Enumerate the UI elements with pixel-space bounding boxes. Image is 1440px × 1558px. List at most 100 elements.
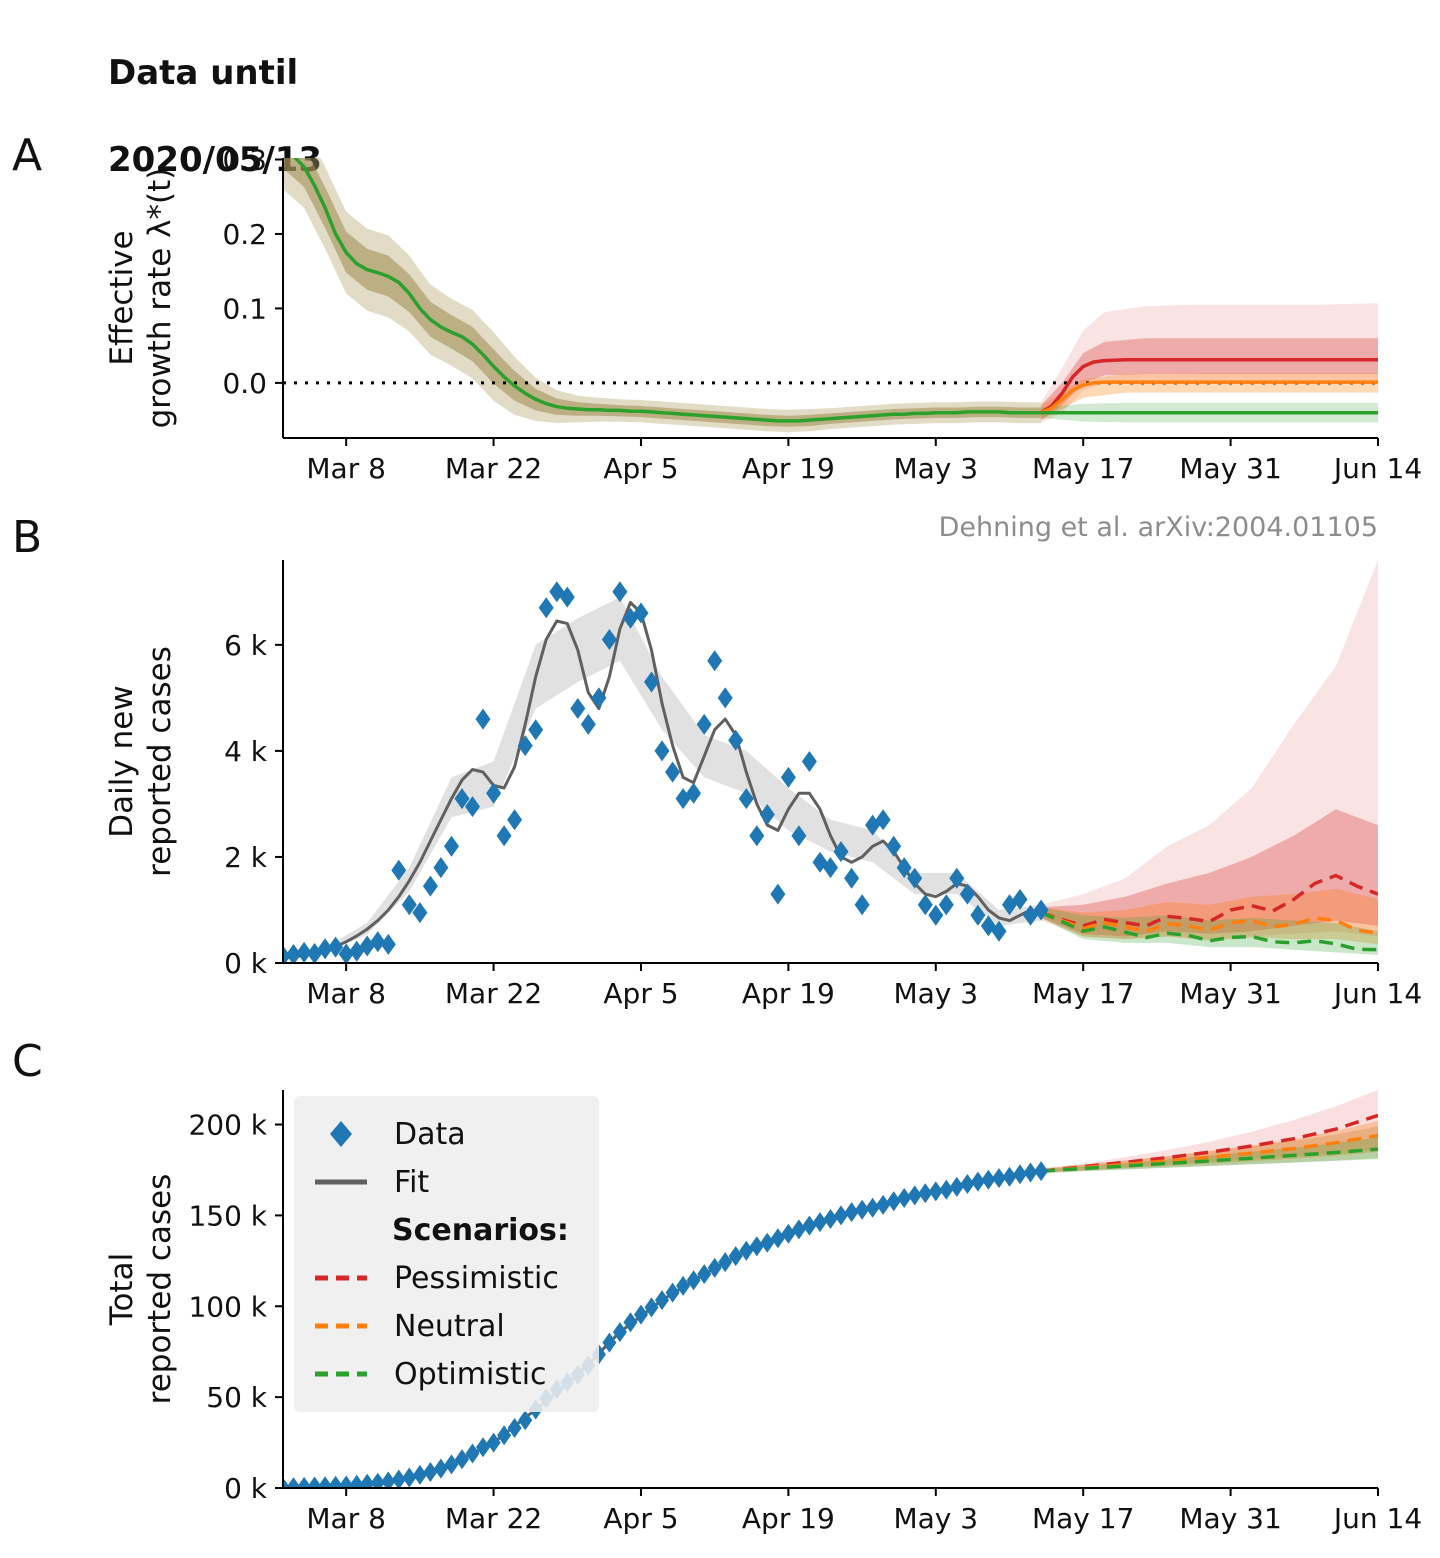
x-tick-label: May 3 bbox=[893, 977, 978, 1010]
data-point-daily bbox=[486, 782, 502, 804]
figure-title-line1: Data until bbox=[108, 52, 299, 93]
data-point-daily bbox=[980, 915, 996, 937]
data-point-daily bbox=[559, 586, 575, 608]
data-point-total bbox=[602, 1332, 617, 1353]
data-point-total bbox=[844, 1202, 859, 1223]
y-axis-label: Daily new bbox=[104, 685, 140, 837]
data-point-total bbox=[876, 1194, 891, 1215]
legend-dashed-line-icon bbox=[315, 1371, 367, 1377]
data-point-total bbox=[655, 1290, 669, 1311]
legend-label: Data bbox=[394, 1116, 466, 1152]
legend-fit-line-icon bbox=[315, 1179, 367, 1185]
x-tick-label: May 3 bbox=[893, 452, 978, 485]
data-point-total bbox=[970, 1171, 985, 1192]
data-point-daily bbox=[791, 825, 807, 847]
x-tick-label: May 17 bbox=[1032, 977, 1134, 1010]
scenario-pessimistic bbox=[1040, 358, 1378, 415]
data-point-daily bbox=[886, 835, 902, 857]
data-point-daily bbox=[580, 713, 596, 735]
data-point-daily bbox=[380, 933, 396, 955]
y-tick-label: 150 k bbox=[188, 1199, 267, 1232]
data-point-total bbox=[1002, 1166, 1017, 1187]
data-point-daily bbox=[728, 729, 744, 751]
x-tick-label: Jun 14 bbox=[1332, 977, 1422, 1010]
data-point-total bbox=[928, 1181, 943, 1202]
y-tick-label: 200 k bbox=[188, 1109, 267, 1142]
data-point-total bbox=[770, 1228, 785, 1249]
data-point-total bbox=[739, 1240, 754, 1261]
data-point-total bbox=[612, 1322, 627, 1343]
data-point-daily bbox=[422, 875, 438, 897]
data-point-total bbox=[992, 1168, 1006, 1189]
data-point-daily bbox=[749, 825, 765, 847]
data-point-daily bbox=[517, 735, 533, 757]
x-tick-label: Apr 5 bbox=[603, 1502, 678, 1535]
data-point-daily bbox=[338, 943, 354, 963]
data-point-total bbox=[728, 1246, 743, 1267]
ci-fit-tan bbox=[1041, 1126, 1378, 1174]
data-point-total bbox=[497, 1425, 512, 1446]
data-point-total bbox=[339, 1475, 354, 1488]
data-point-total bbox=[623, 1312, 638, 1333]
data-point-daily bbox=[296, 941, 312, 963]
data-point-total bbox=[433, 1458, 448, 1479]
data-point-total bbox=[834, 1205, 848, 1226]
data-point-daily bbox=[496, 825, 512, 847]
data-point-daily bbox=[328, 936, 344, 958]
data-point-total bbox=[676, 1275, 691, 1296]
legend-item-fit: Fit bbox=[312, 1158, 569, 1206]
y-tick-label: 0.3 bbox=[222, 143, 267, 176]
data-point-total bbox=[307, 1476, 322, 1488]
data-point-daily bbox=[444, 835, 459, 857]
data-point-total bbox=[465, 1443, 480, 1464]
data-point-total bbox=[918, 1183, 933, 1204]
data-point-total bbox=[1013, 1164, 1027, 1185]
data-point-total bbox=[802, 1215, 817, 1236]
data-point-daily bbox=[307, 943, 323, 963]
x-tick-label: Mar 22 bbox=[445, 452, 542, 485]
data-point-daily bbox=[286, 944, 301, 963]
y-tick-label: 50 k bbox=[206, 1381, 268, 1414]
data-point-daily bbox=[1012, 888, 1028, 910]
data-point-daily bbox=[359, 935, 375, 957]
panel-label-b: B bbox=[12, 512, 43, 563]
data-point-daily bbox=[475, 708, 491, 730]
legend-item-neutral: Neutral bbox=[312, 1302, 569, 1350]
data-point-total bbox=[981, 1169, 996, 1190]
data-point-daily bbox=[675, 788, 691, 810]
data-point-daily bbox=[570, 698, 586, 719]
data-point-daily bbox=[612, 581, 628, 603]
scenario-neutral bbox=[1040, 380, 1378, 415]
ci-neutral bbox=[1041, 373, 1378, 421]
y-tick-label: 0 k bbox=[224, 1472, 268, 1505]
data-point-daily bbox=[707, 650, 723, 672]
legend-dashed-line-icon bbox=[315, 1275, 367, 1281]
data-point-daily bbox=[465, 796, 480, 818]
ci-fit-outer bbox=[283, 158, 1042, 432]
data-point-total bbox=[370, 1472, 385, 1488]
data-point-total bbox=[634, 1304, 648, 1325]
data-point-total bbox=[707, 1257, 722, 1278]
data-point-total bbox=[349, 1474, 364, 1488]
data-point-daily bbox=[949, 867, 965, 889]
data-point-total bbox=[1034, 1161, 1049, 1182]
data-point-daily bbox=[738, 788, 754, 810]
panel-label-c: C bbox=[12, 1036, 43, 1087]
data-point-daily bbox=[401, 894, 417, 916]
y-axis-label: Total bbox=[104, 1253, 140, 1326]
x-tick-label: Apr 19 bbox=[742, 452, 835, 485]
ci-pessimistic-inner bbox=[1041, 809, 1378, 937]
data-point-daily bbox=[528, 719, 544, 741]
legend-label: Fit bbox=[394, 1164, 430, 1200]
data-point-total bbox=[749, 1236, 764, 1257]
data-point-daily bbox=[865, 814, 881, 836]
data-point-total bbox=[865, 1197, 880, 1218]
data-point-daily bbox=[644, 671, 659, 693]
data-point-daily bbox=[538, 597, 554, 619]
data-point-total bbox=[644, 1297, 659, 1318]
data-point-daily bbox=[686, 782, 702, 804]
data-point-total bbox=[665, 1282, 680, 1303]
data-point-daily bbox=[844, 867, 860, 889]
data-point-daily bbox=[370, 931, 386, 953]
x-tick-label: Mar 8 bbox=[306, 977, 386, 1010]
